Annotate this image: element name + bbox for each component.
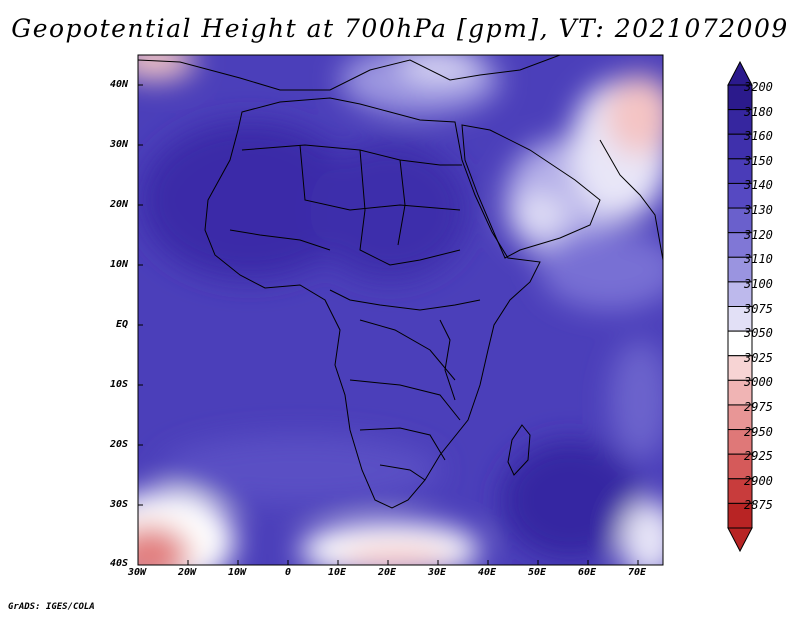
lon-label: 70E — [628, 567, 647, 578]
lon-label: 0 — [285, 567, 292, 578]
colorbar-label: 3075 — [744, 301, 773, 316]
lon-label: 40E — [478, 567, 497, 578]
colorbar-label: 2875 — [744, 498, 773, 513]
plot-frame — [137, 54, 664, 566]
colorbar-label: 3200 — [744, 80, 773, 94]
colorbar-label: 3120 — [744, 227, 773, 242]
colorbar-label: 3180 — [744, 104, 773, 119]
colorbar-label: 2950 — [744, 424, 773, 439]
colorbar-swatch — [727, 330, 753, 357]
lon-label: 10W — [228, 567, 247, 578]
lon-label: 10E — [328, 567, 347, 578]
lat-label: 30S — [110, 499, 129, 510]
colorbar-swatch — [727, 84, 753, 111]
colorbar-label: 3160 — [744, 129, 773, 144]
colorbar-label: 3000 — [744, 375, 773, 390]
colorbar-swatch — [727, 182, 753, 209]
colorbar-bottom-arrow — [727, 527, 753, 553]
lat-label: EQ — [116, 319, 129, 330]
tick-marks — [138, 84, 639, 565]
colorbar-label: 2925 — [744, 449, 773, 464]
coastlines — [138, 55, 663, 509]
lat-label: 40N — [110, 79, 129, 90]
colorbar-swatch — [727, 281, 753, 307]
lat-label: 10N — [110, 259, 129, 270]
lat-label: 20N — [110, 199, 129, 210]
colorbar-label: 3110 — [744, 252, 773, 267]
colorbar-label: 3050 — [744, 326, 773, 341]
lon-label: 30E — [428, 567, 447, 578]
height-field — [138, 55, 663, 565]
colorbar-swatch — [727, 133, 753, 160]
lon-label: 50E — [528, 567, 547, 578]
colorbar — [727, 60, 753, 553]
lat-label: 40S — [110, 558, 129, 569]
colorbar-swatch — [727, 502, 753, 529]
lon-label: 20W — [178, 567, 197, 578]
colorbar-label: 3025 — [744, 350, 773, 365]
colorbar-swatch — [727, 158, 753, 184]
lon-label: 20E — [378, 567, 397, 578]
colorbar-swatch — [727, 207, 753, 234]
colorbar-swatch — [727, 306, 753, 332]
colorbar-label: 3140 — [744, 178, 773, 193]
colorbar-swatch — [727, 404, 753, 431]
lat-label: 20S — [110, 439, 129, 450]
map-title: Geopotential Height at 700hPa [gpm], VT:… — [11, 14, 789, 43]
lon-label: 60E — [578, 567, 597, 578]
colorbar-label: 3100 — [744, 276, 773, 291]
colorbar-swatch — [727, 429, 753, 455]
lat-label: 30N — [110, 139, 129, 150]
lon-label: 30W — [128, 567, 147, 578]
colorbar-label: 2900 — [744, 473, 773, 488]
colorbar-swatch — [727, 379, 753, 406]
footer-credit: GrADS: IGES/COLA — [8, 602, 95, 612]
colorbar-label: 2975 — [744, 399, 773, 414]
colorbar-label: 3130 — [744, 203, 773, 218]
colorbar-label: 3150 — [744, 153, 773, 168]
lat-label: 10S — [110, 379, 129, 390]
